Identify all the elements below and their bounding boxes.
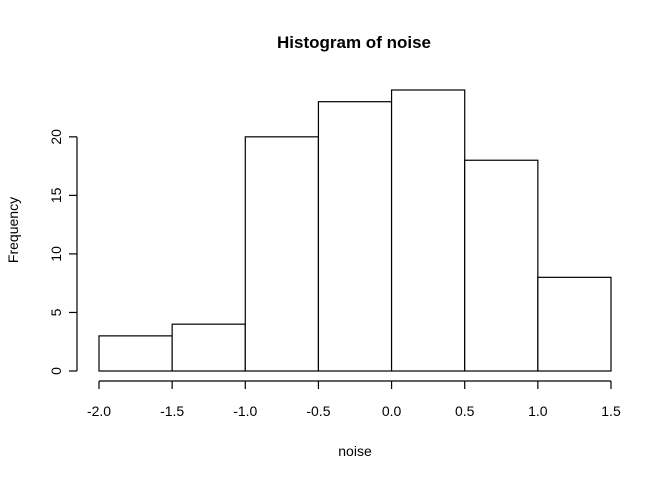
x-tick-label: -1.0 bbox=[233, 403, 257, 419]
x-tick-label: -1.5 bbox=[160, 403, 184, 419]
y-tick-label: 20 bbox=[48, 129, 64, 145]
chart-title: Histogram of noise bbox=[277, 33, 431, 52]
y-axis: 0 5 10 15 20 bbox=[48, 129, 78, 375]
histogram-bar bbox=[171, 323, 246, 372]
y-tick-label: 0 bbox=[48, 367, 64, 375]
histogram-bar bbox=[317, 101, 393, 372]
histogram-bar bbox=[464, 159, 539, 372]
y-tick-label: 15 bbox=[48, 187, 64, 203]
x-tick-label: 1.0 bbox=[528, 403, 548, 419]
y-tick-label: 5 bbox=[48, 308, 64, 316]
x-axis: -2.0 -1.5 -1.0 -0.5 0.0 0.5 1.0 1.5 bbox=[87, 380, 621, 419]
x-axis-label: noise bbox=[338, 443, 372, 459]
x-tick-label: 0.0 bbox=[382, 403, 402, 419]
histogram-bar bbox=[390, 89, 466, 372]
y-tick-label: 10 bbox=[48, 246, 64, 262]
y-axis-label: Frequency bbox=[5, 197, 21, 263]
histogram-bar bbox=[98, 335, 173, 372]
x-tick-label: -0.5 bbox=[306, 403, 330, 419]
x-tick-label: -2.0 bbox=[87, 403, 111, 419]
bars-group bbox=[98, 89, 612, 372]
histogram-bar bbox=[537, 276, 612, 372]
histogram-bar bbox=[244, 136, 320, 372]
x-tick-label: 0.5 bbox=[455, 403, 475, 419]
x-tick-label: 1.5 bbox=[601, 403, 621, 419]
